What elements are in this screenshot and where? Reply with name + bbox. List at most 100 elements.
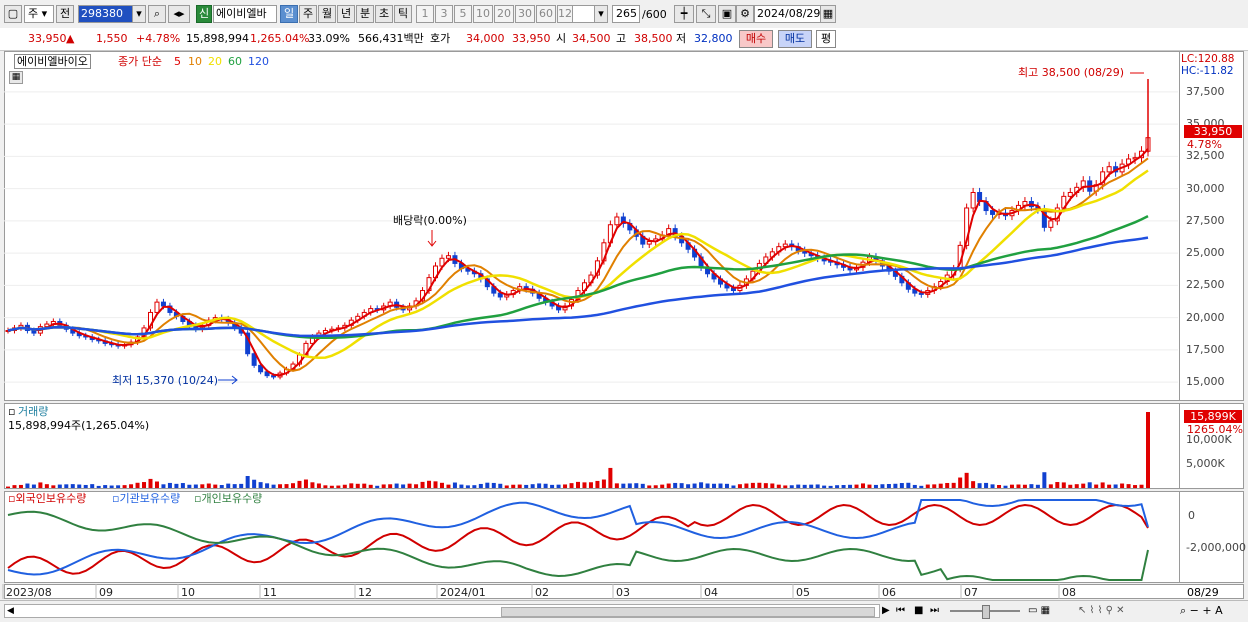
volume-bar (1094, 484, 1099, 488)
volume-bar (757, 482, 762, 488)
volume-bar (278, 484, 283, 488)
count-total: /600 (642, 8, 667, 21)
price-tick-0: 37,500 (1186, 84, 1225, 98)
period-tab-4[interactable]: 분 (356, 5, 374, 23)
period-tab-0[interactable]: 일 (280, 5, 298, 23)
volume-bar (867, 484, 872, 488)
x-axis-label-5: 2024/01 (440, 586, 486, 599)
calendar-icon[interactable]: ▦ (820, 5, 836, 23)
interval-tab-3[interactable]: 10 (473, 5, 493, 23)
volume-bar (938, 483, 943, 488)
candle-body (964, 207, 970, 246)
layout-icon[interactable]: ▭ ▦ (1028, 605, 1051, 616)
price-chart-pane[interactable] (4, 51, 1180, 401)
ma-legend-4: 120 (248, 55, 269, 68)
volume-bar (122, 485, 127, 488)
volume-bar (640, 483, 645, 488)
search-icon[interactable]: ⌕ (148, 5, 166, 23)
volume-bar (977, 483, 982, 488)
date-input[interactable]: 2024/08/29 (754, 5, 836, 23)
volume-bar (485, 482, 490, 488)
x-axis-label-10: 06 (882, 586, 896, 599)
horizontal-scrollbar[interactable]: ◀ (4, 604, 880, 618)
volume-bar (64, 484, 69, 488)
volume-tick-1: 5,000K (1186, 457, 1225, 471)
interval-tab-1[interactable]: 3 (435, 5, 453, 23)
candle-type-icon[interactable]: ┿ (674, 5, 694, 23)
volume-bar (582, 482, 587, 488)
ma-legend-1: 10 (188, 55, 202, 68)
legend-swatch-2: ▫ (194, 492, 202, 505)
volume-pct-tag: 1265.04% (1187, 423, 1243, 436)
stock-tag[interactable]: 에이비엘바이오 (14, 54, 91, 69)
interval-tab-2[interactable]: 5 (454, 5, 472, 23)
holding-tick-0: 0 (1188, 509, 1195, 522)
zoom-slider-handle[interactable] (982, 605, 990, 619)
period-tab-5[interactable]: 초 (375, 5, 393, 23)
x-axis-label-9: 05 (796, 586, 810, 599)
volume-bar (1048, 484, 1053, 488)
scroll-right-icon[interactable]: ▶ (882, 605, 890, 616)
volume-bar (750, 482, 755, 488)
table-icon[interactable]: ▦ (9, 71, 23, 84)
period-tab-1[interactable]: 주 (299, 5, 317, 23)
volume-bar (174, 483, 179, 488)
period-tab-2[interactable]: 월 (318, 5, 336, 23)
scroll-thumb[interactable] (501, 607, 875, 617)
rewind-icon[interactable]: ⏮ (896, 605, 905, 616)
x-axis-label-0: 2023/08 (6, 586, 52, 599)
stock-code-input[interactable]: 298380 (78, 5, 146, 23)
volume-bar (783, 485, 788, 488)
sound-icon[interactable]: ◂▸ (168, 5, 190, 23)
volume-bar (504, 485, 509, 488)
holding-legend-2: ▫개인보유수량 (194, 492, 262, 505)
price-y-axis (1180, 51, 1244, 401)
hc-value: HC:-11.82 (1181, 65, 1234, 77)
fast-forward-icon[interactable]: ⏭ (930, 605, 939, 616)
stop-icon[interactable]: ■ (914, 605, 924, 616)
screen-menu-icon[interactable]: ▢ (4, 5, 22, 23)
code-dropdown-icon[interactable]: ▾ (132, 5, 146, 23)
price-tick-5: 25,000 (1186, 246, 1225, 260)
volume-bar (634, 483, 639, 488)
save-icon[interactable]: ▣ (718, 5, 736, 23)
volume-bar (271, 484, 276, 488)
volume-bar (187, 484, 192, 488)
interval-dropdown-icon[interactable]: ▾ (594, 5, 608, 23)
scroll-left-icon[interactable]: ◀ (7, 606, 14, 616)
sell-button[interactable]: 매도 (778, 30, 812, 48)
buy-button[interactable]: 매수 (739, 30, 773, 48)
period-tab-6[interactable]: 틱 (394, 5, 412, 23)
prev-button[interactable]: 전 (56, 5, 74, 23)
drawing-tools-icon[interactable]: ↖ ⌇ ⌇ ⚲ ✕ (1078, 605, 1125, 616)
interval-tab-6[interactable]: 60 (536, 5, 556, 23)
interval-tab-5[interactable]: 30 (515, 5, 535, 23)
volume-chart-pane[interactable] (4, 403, 1180, 489)
period-tab-3[interactable]: 년 (337, 5, 355, 23)
volume-bar (893, 483, 898, 488)
volume-bar (1068, 484, 1073, 488)
volume-bar (537, 483, 542, 488)
zoom-icon[interactable]: ⌕ − + A (1180, 604, 1223, 617)
draw-tool-icon[interactable]: ⤡ (696, 5, 716, 23)
volume-bar (1055, 482, 1060, 488)
volume-bar (433, 481, 438, 488)
price-tick-2: 32,500 (1186, 149, 1225, 163)
interval-tab-0[interactable]: 1 (416, 5, 434, 23)
market-type-select[interactable]: 주 ▾ (24, 5, 54, 23)
candle-body (251, 353, 257, 366)
count-input[interactable]: 265 (612, 5, 640, 23)
volume-bar (420, 481, 425, 488)
volume-bar (232, 484, 237, 488)
interval-tab-4[interactable]: 20 (494, 5, 514, 23)
volume-bar (990, 484, 995, 488)
stock-name-field[interactable]: 에이비엘바 (213, 5, 277, 23)
volume-bar (848, 484, 853, 488)
volume-bar (647, 485, 652, 488)
gear-icon[interactable]: ⚙ (736, 5, 754, 23)
evaluate-button[interactable]: 평 (816, 30, 836, 48)
volume-bar (44, 484, 49, 488)
foreign-holding-line (7, 503, 1149, 575)
volume-bar (653, 485, 658, 488)
volume-bar (511, 484, 516, 488)
